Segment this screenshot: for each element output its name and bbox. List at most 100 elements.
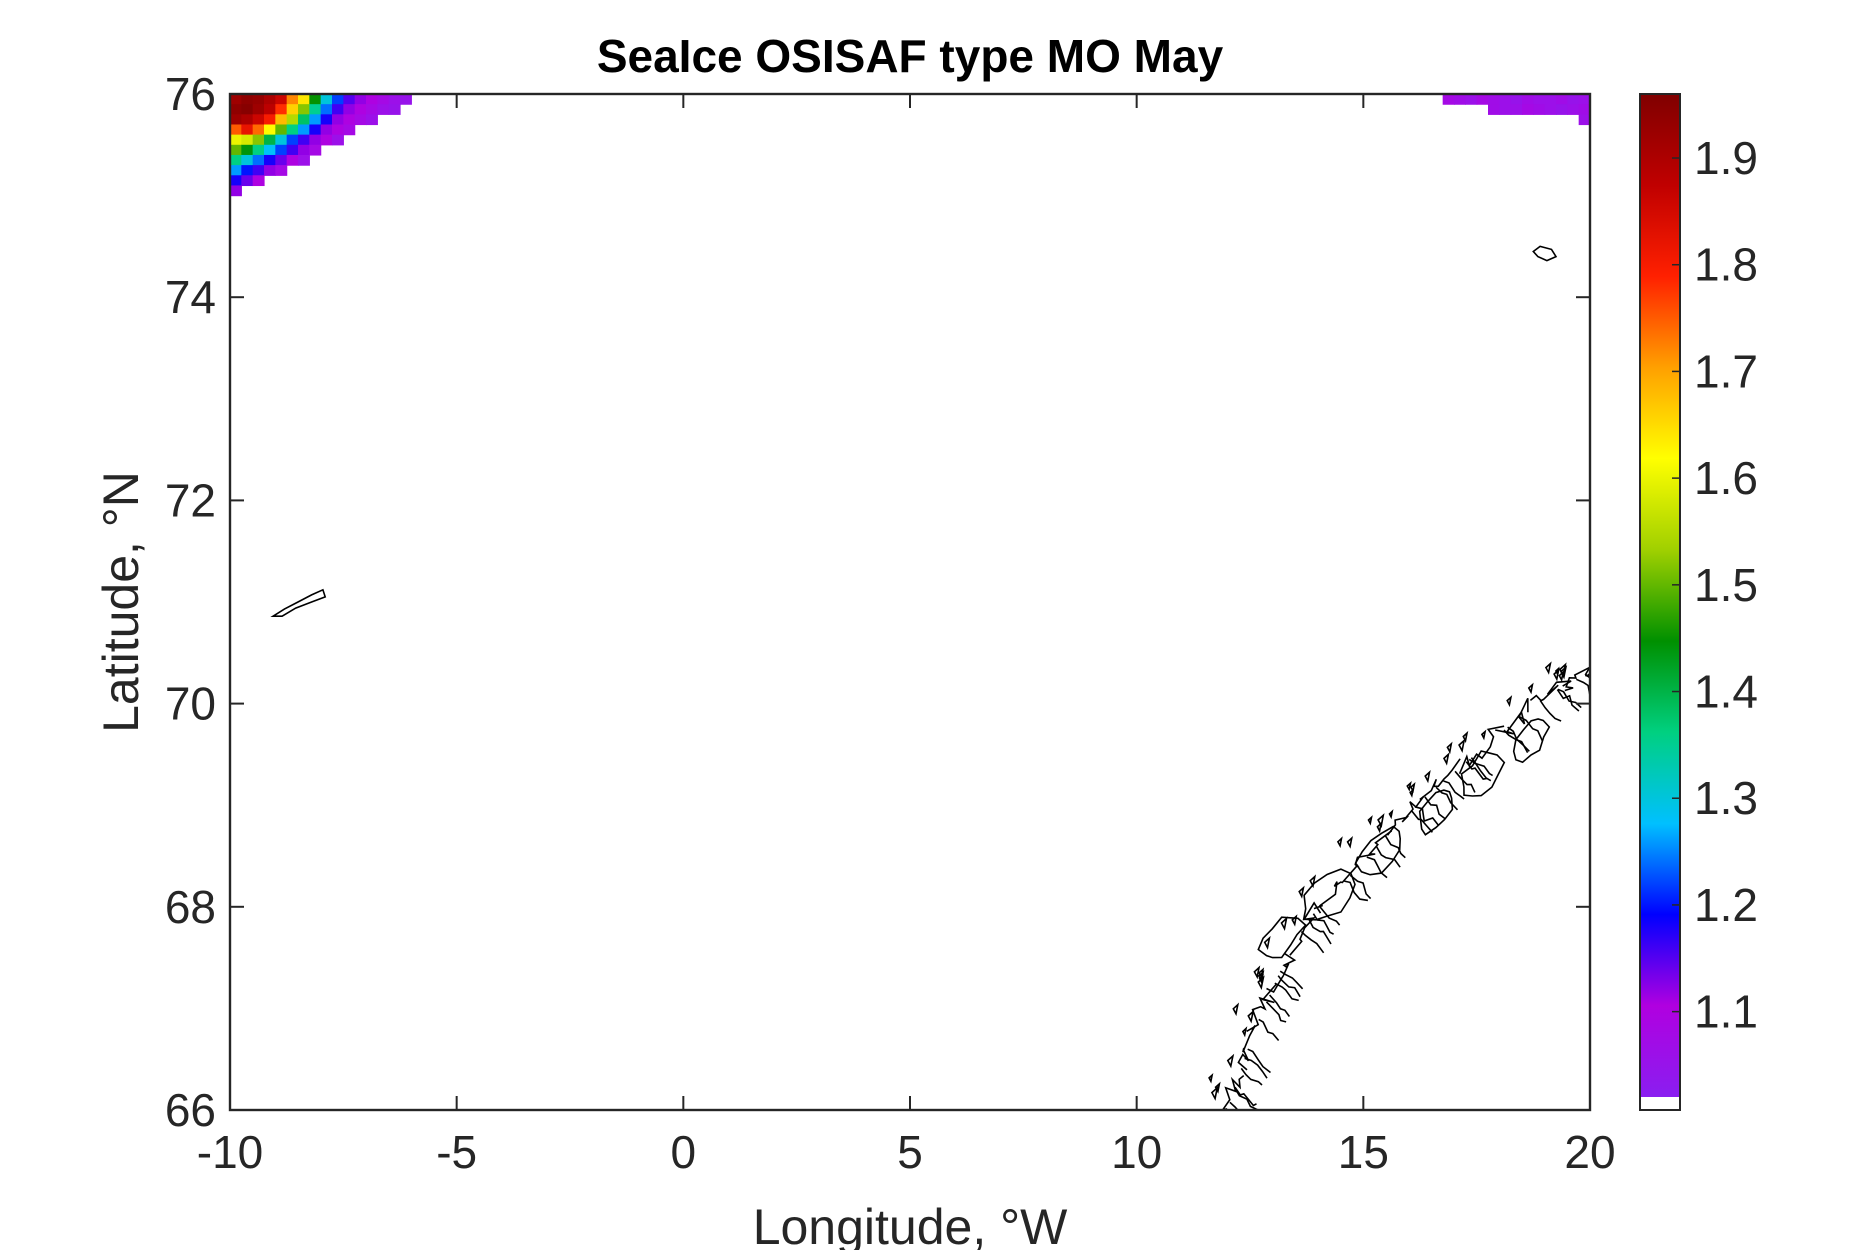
ice-cell: [354, 114, 367, 126]
ice-cell: [1476, 94, 1489, 105]
ice-cell: [230, 154, 242, 166]
coastline-segment: [1564, 666, 1590, 692]
island-outline: [1532, 245, 1558, 262]
islet-outline: [1462, 730, 1469, 744]
x-axis: -10 -5 0 5 10 15 20: [197, 94, 1616, 1178]
ice-cell: [332, 124, 344, 136]
ice-cell: [264, 114, 276, 126]
ice-cell: [241, 104, 254, 115]
ice-cell: [241, 114, 254, 126]
colorbar-tick-label: 1.7: [1694, 345, 1758, 397]
ice-cell: [343, 94, 356, 105]
ice-cell: [377, 94, 390, 105]
ice-cell: [275, 114, 288, 126]
ice-cell: [241, 144, 254, 156]
fjord-outline: [1244, 1057, 1268, 1079]
islet-outline: [1214, 1081, 1221, 1094]
ice-cell: [264, 104, 276, 115]
ice-cell: [264, 124, 276, 136]
ice-cell: [230, 104, 242, 115]
y-tick-label: 66: [165, 1084, 216, 1136]
islet-outline: [1280, 916, 1288, 931]
coastline: [270, 245, 1590, 1110]
ice-cell: [1522, 104, 1534, 115]
ice-cell: [1510, 94, 1523, 105]
ice-cell: [286, 134, 299, 146]
fjord-outline: [1366, 856, 1388, 879]
ice-cell: [309, 124, 322, 136]
island-outline: [1354, 825, 1402, 876]
ice-cell: [275, 104, 288, 115]
ice-cell: [366, 114, 378, 126]
fjord-outline: [1274, 982, 1299, 1002]
ice-cell: [252, 165, 265, 176]
ice-cell: [309, 104, 322, 115]
ice-cell: [1533, 94, 1546, 105]
ice-cell: [298, 154, 310, 166]
ice-cell: [332, 104, 344, 115]
ice-cell: [264, 165, 276, 176]
ice-cell: [286, 124, 299, 136]
islet-outline: [1388, 809, 1394, 820]
fjord-outline: [1234, 1087, 1259, 1110]
ice-cell: [252, 144, 265, 156]
islet-outline: [1367, 815, 1373, 826]
ice-cell: [1442, 94, 1455, 105]
ice-cell: [1578, 94, 1590, 105]
y-tick-label: 70: [165, 678, 216, 730]
islet-outline: [1527, 682, 1534, 695]
fjord-outline: [1247, 1048, 1271, 1074]
ice-cell: [320, 104, 333, 115]
fjord-outline: [1454, 770, 1476, 793]
fjord-outline: [1375, 846, 1401, 868]
ice-cell: [252, 94, 265, 105]
ice-cell: [252, 104, 265, 115]
fjord-outline: [1277, 975, 1301, 998]
islet-outline: [1424, 769, 1431, 784]
colorbar-tick-label: 1.2: [1694, 879, 1758, 931]
fjord-outline: [1414, 806, 1439, 826]
islet-outline: [1544, 661, 1552, 675]
y-tick-label: 72: [165, 474, 216, 526]
ice-cell: [388, 104, 401, 115]
ice-cell: [1556, 104, 1568, 115]
ice-cell: [343, 124, 356, 136]
fjord-outline: [1587, 673, 1590, 678]
islet-outline: [1553, 667, 1560, 682]
ice-cell: [298, 124, 310, 136]
islet-outline: [1458, 738, 1466, 753]
island-outline: [1460, 750, 1506, 797]
ice-cell: [286, 154, 299, 166]
fjord-outline: [1229, 1101, 1239, 1110]
colorbar-empty-swatch: [1640, 1097, 1680, 1110]
x-axis-label: Longitude, °W: [753, 1199, 1068, 1250]
islet-outline: [1241, 1026, 1248, 1038]
ice-cell: [275, 165, 288, 176]
ice-cell: [264, 144, 276, 156]
ice-cell: [309, 134, 322, 146]
islet-outline: [1226, 1053, 1235, 1069]
islet-outline: [1247, 1009, 1255, 1024]
islet-outline: [1406, 781, 1412, 792]
ice-cell: [230, 165, 242, 176]
ice-cell: [298, 94, 310, 105]
ice-cell: [241, 94, 254, 105]
fjord-outline: [1539, 700, 1562, 722]
ice-cell: [298, 104, 310, 115]
ice-cell: [1578, 114, 1590, 126]
ice-cell: [366, 94, 378, 105]
ice-cell: [377, 104, 390, 115]
fjord-outline: [1556, 689, 1580, 712]
ice-cell: [275, 154, 288, 166]
islet-outline: [1208, 1073, 1214, 1084]
coastline-segment: [1221, 1074, 1245, 1110]
island-outline: [1418, 789, 1454, 836]
coastline-segment: [1237, 1025, 1256, 1071]
ice-cell: [1499, 104, 1512, 115]
colorbar-tick-label: 1.8: [1694, 239, 1758, 291]
fjord-outline: [1575, 678, 1590, 699]
ice-cell: [264, 154, 276, 166]
ice-cell: [230, 175, 242, 187]
ice-cell: [309, 114, 322, 126]
ice-cell: [309, 94, 322, 105]
